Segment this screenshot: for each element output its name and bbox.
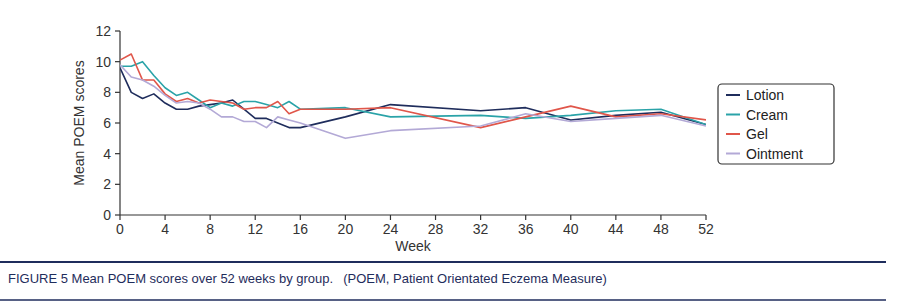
legend-swatch <box>726 133 740 135</box>
y-tick-label: 0 <box>103 207 111 223</box>
y-tick <box>115 214 120 215</box>
legend-label: Cream <box>746 107 788 123</box>
x-tick-label: 16 <box>293 221 309 237</box>
x-tick <box>525 215 526 220</box>
x-axis-line <box>120 214 706 215</box>
x-tick-label: 44 <box>608 221 624 237</box>
y-axis-label: Mean POEM scores <box>71 60 87 185</box>
x-tick-label: 8 <box>206 221 214 237</box>
caption-rule <box>0 261 886 263</box>
y-tick-label: 8 <box>103 84 111 100</box>
x-tick-label: 36 <box>518 221 534 237</box>
y-tick-label: 10 <box>95 54 111 70</box>
legend-swatch <box>726 94 740 96</box>
x-tick <box>615 215 616 220</box>
x-tick <box>164 215 165 220</box>
x-tick <box>300 215 301 220</box>
x-tick-label: 20 <box>338 221 354 237</box>
x-tick <box>570 215 571 220</box>
x-axis-label: Week <box>395 238 432 254</box>
legend-box <box>718 84 834 164</box>
y-tick <box>115 30 120 31</box>
series-line <box>120 62 706 125</box>
y-tick-label: 12 <box>95 23 111 39</box>
x-tick-label: 24 <box>383 221 399 237</box>
x-tick <box>705 215 706 220</box>
legend-swatch <box>726 153 740 155</box>
x-tick-label: 48 <box>653 221 669 237</box>
y-tick <box>115 184 120 185</box>
y-tick <box>115 92 120 93</box>
x-tick <box>390 215 391 220</box>
caption-rule <box>0 299 886 301</box>
x-tick-label: 28 <box>428 221 444 237</box>
x-tick-label: 32 <box>473 221 489 237</box>
x-tick <box>345 215 346 220</box>
x-tick-label: 52 <box>698 221 714 237</box>
y-tick-label: 6 <box>103 115 111 131</box>
y-tick <box>115 61 120 62</box>
legend-label: Lotion <box>746 87 784 103</box>
x-tick <box>480 215 481 220</box>
x-tick <box>119 215 120 220</box>
y-tick-label: 4 <box>103 146 111 162</box>
x-tick-label: 0 <box>116 221 124 237</box>
y-tick <box>115 122 120 123</box>
plot-area <box>120 54 706 138</box>
y-tick <box>115 153 120 154</box>
x-tick-label: 40 <box>563 221 579 237</box>
y-tick-label: 2 <box>103 176 111 192</box>
legend-label: Ointment <box>746 146 803 162</box>
x-tick <box>255 215 256 220</box>
x-tick-label: 12 <box>247 221 263 237</box>
caption-note: (POEM, Patient Orientated Eczema Measure… <box>343 271 607 286</box>
x-tick <box>210 215 211 220</box>
series-line <box>120 65 706 139</box>
series-line <box>120 54 706 128</box>
caption: FIGURE 5 Mean POEM scores over 52 weeks … <box>8 271 333 286</box>
chart: 0246810120481216202428323640444852WeekMe… <box>0 0 900 307</box>
legend-swatch <box>726 114 740 116</box>
legend-label: Gel <box>746 126 768 142</box>
x-tick <box>660 215 661 220</box>
x-tick <box>435 215 436 220</box>
x-tick-label: 4 <box>161 221 169 237</box>
